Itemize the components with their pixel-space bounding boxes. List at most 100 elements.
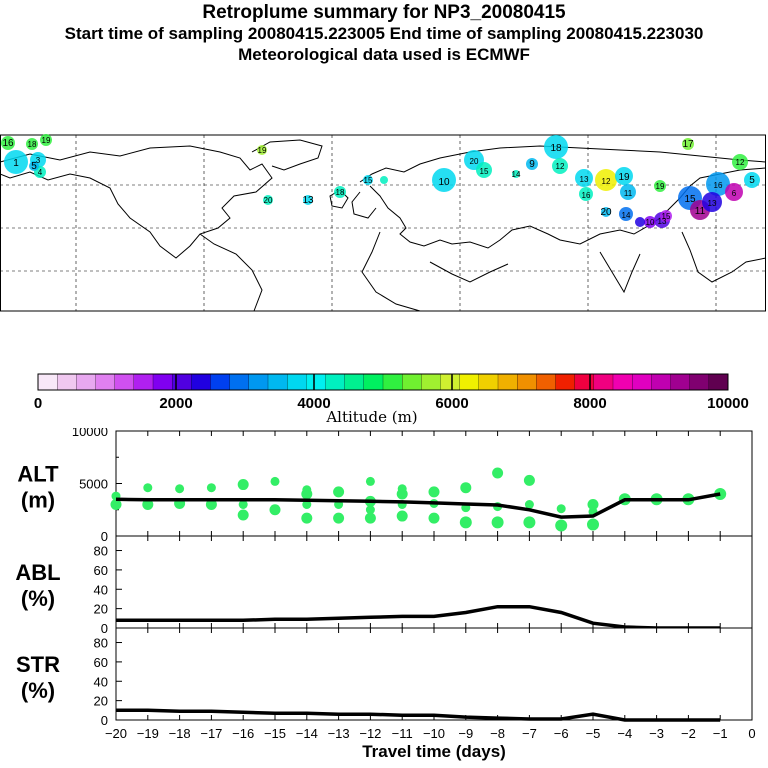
plume-cluster-15: [476, 162, 492, 178]
plume-cluster-3: [4, 150, 28, 174]
colorbar-cell-13: [287, 373, 307, 391]
cluster-point-1-0: [142, 499, 154, 510]
plume-label-18: 9: [529, 159, 535, 170]
plume-label-9: 13: [302, 195, 314, 206]
colorbar-cell-5: [133, 373, 154, 391]
colorbar-cell-12: [267, 373, 288, 391]
colorbar-tick-1: 2000: [159, 395, 192, 412]
ytick-label-2-3: 20: [94, 694, 108, 709]
plume-cluster-29: [706, 172, 730, 196]
plume-label-20: 12: [602, 177, 611, 186]
cluster-point-2-1: [175, 484, 185, 494]
plume-cluster-32: [660, 210, 672, 222]
xtick-label-5: −15: [264, 726, 286, 741]
colorbar-cell-34: [689, 373, 710, 391]
plume-label-34: 13: [708, 199, 717, 208]
xtick-label-6: −14: [296, 726, 318, 741]
plume-cluster-30: [732, 154, 748, 170]
colorbar-cell-14: [306, 373, 326, 391]
colorbar-cell-29: [593, 373, 614, 391]
plume-cluster-2: [40, 134, 52, 146]
plume-cluster-17: [552, 158, 568, 174]
plume-cluster-19: [526, 158, 538, 170]
xtick-label-2: −18: [169, 726, 191, 741]
panel-frame-2: [115, 627, 753, 721]
sampling-times: Start time of sampling 20080415.223005 E…: [64, 24, 704, 43]
xtick-label-17: −3: [649, 726, 664, 741]
plume-cluster-1: [26, 138, 38, 150]
colorbar-tick-2: 4000: [297, 395, 330, 412]
colorbar-cell-7: [172, 373, 192, 391]
plume-cluster-24: [579, 187, 593, 201]
plume-label-12: 10: [438, 177, 450, 188]
colorbar-cell-8: [191, 373, 211, 391]
plume-label-22: 11: [624, 189, 633, 198]
ytick-label-1-1: 60: [94, 563, 108, 578]
cluster-point-13-2: [523, 474, 535, 486]
ytick-label-2-1: 60: [94, 655, 108, 670]
xtick-label-20: 0: [748, 726, 755, 741]
plume-cluster-12: [380, 176, 388, 184]
plume-label-4: 3: [36, 156, 41, 165]
xlabel: Travel time (days): [362, 742, 506, 761]
plume-cluster-36: [725, 183, 743, 201]
plume-label-6: 5: [31, 161, 37, 172]
ytick-label-2-0: 80: [94, 636, 108, 651]
plume-label-5: 4: [38, 168, 43, 177]
xtick-label-1: −19: [137, 726, 159, 741]
cluster-point-12-2: [492, 467, 504, 479]
cluster-point-6-1: [302, 500, 312, 509]
xtick-label-8: −12: [359, 726, 381, 741]
xtick-label-13: −7: [522, 726, 537, 741]
ytick-label-1-0: 80: [94, 544, 108, 559]
plume-label-0: 16: [2, 138, 14, 149]
colorbar-cell-25: [517, 373, 537, 391]
plume-cluster-20: [575, 169, 593, 187]
series-line-abl: [116, 604, 721, 630]
cluster-point-14-0: [555, 519, 568, 532]
colorbar-cell-0: [37, 373, 58, 391]
plume-label-33: 11: [695, 206, 706, 217]
panel-alt: 10000 5000 0 ALT(m): [17, 428, 753, 544]
plume-label-13: 20: [470, 157, 479, 166]
chart-title: Retroplume summary for NP3_20080415: [202, 2, 566, 23]
plume-label-11: 15: [364, 176, 373, 185]
plume-label-21: 19: [618, 172, 630, 183]
plume-cluster-10: [334, 186, 346, 198]
cluster-point-3-0: [205, 499, 217, 510]
colorbar-cell-24: [497, 373, 518, 391]
cluster-point-10-2: [428, 486, 440, 498]
colorbar-cell-4: [114, 373, 135, 391]
plume-cluster-13: [432, 168, 456, 192]
xtick-label-18: −2: [681, 726, 696, 741]
plume-cluster-33: [644, 216, 656, 228]
xtick-label-12: −8: [490, 726, 505, 741]
cluster-point-5-1: [270, 476, 280, 486]
ylabel-1-b: (%): [21, 586, 55, 611]
series-line-alt: [115, 492, 721, 519]
plume-label-3: 1: [13, 158, 19, 169]
plume-label-10: 18: [336, 188, 345, 197]
xtick-label-11: −9: [458, 726, 473, 741]
colorbar-cell-31: [632, 373, 652, 391]
cluster-point-6-3: [302, 485, 312, 495]
colorbar-label: Altitude (m): [325, 408, 417, 426]
cluster-point-4-2: [237, 479, 249, 491]
plume-label-25: 14: [622, 211, 631, 220]
colorbar-cell-3: [95, 373, 116, 391]
colorbar-cell-17: [363, 373, 384, 391]
colorbar-cell-23: [478, 373, 499, 391]
xtick-label-0: −20: [105, 726, 127, 741]
colorbar-cell-28: [574, 373, 595, 391]
plume-label-31: 15: [662, 212, 671, 221]
colorbar-cell-22: [459, 373, 480, 391]
colorbar-cell-6: [152, 373, 173, 391]
colorbar-tick-5: 10000: [707, 395, 749, 412]
colorbar-cell-9: [210, 373, 231, 391]
plume-cluster-25: [601, 207, 611, 217]
panel-abl: 80 60 40 20 0 ABL(%): [15, 535, 753, 636]
ylabel-0-b: (m): [21, 488, 55, 513]
plume-cluster-26: [619, 207, 633, 221]
